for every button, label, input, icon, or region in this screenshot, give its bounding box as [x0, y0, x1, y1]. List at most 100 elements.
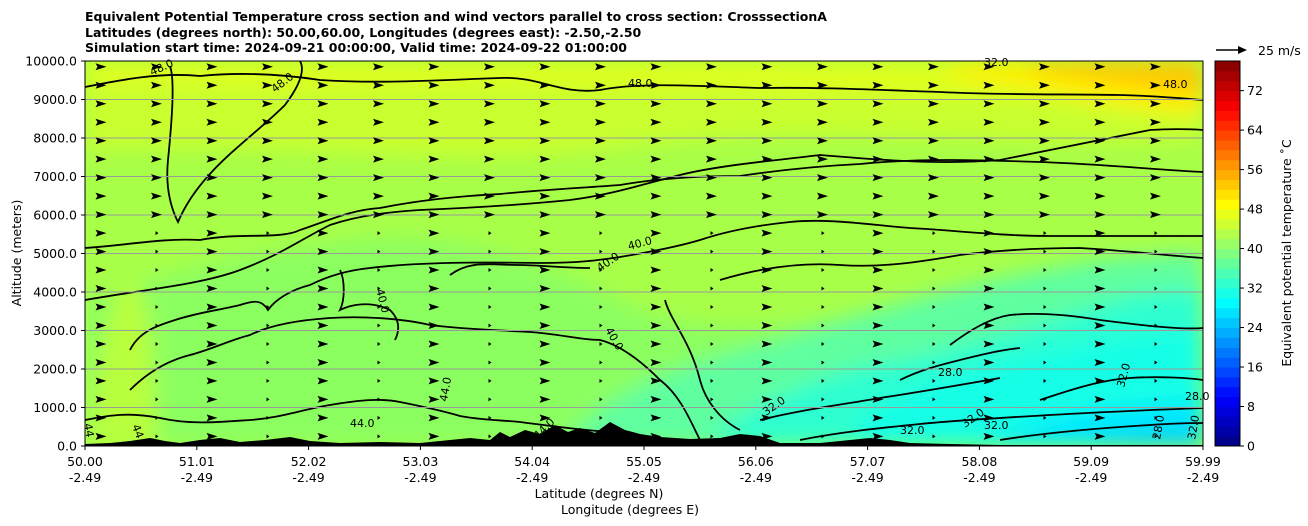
wind-vector	[1154, 249, 1158, 254]
wind-vector	[983, 358, 995, 366]
wind-vector	[262, 100, 273, 108]
wind-vector	[155, 305, 159, 310]
wind-vector	[428, 137, 440, 145]
wind-vector	[761, 211, 773, 219]
y-tick-label: 7000.0	[33, 169, 77, 184]
colorbar-tick-label: 24	[1247, 320, 1263, 335]
wind-vector	[821, 415, 825, 420]
colorbar-tick-label: 16	[1247, 360, 1263, 375]
wind-vector	[761, 229, 773, 237]
wind-vector	[266, 341, 270, 346]
wind-vector	[206, 358, 218, 366]
wind-vector	[206, 395, 218, 403]
wind-vector	[428, 340, 440, 348]
wind-vector	[821, 397, 825, 402]
wind-vector	[761, 137, 773, 145]
wind-vector	[761, 81, 773, 89]
wind-vector	[650, 137, 662, 145]
x-tick-label-longitude: -2.49	[1187, 470, 1219, 485]
wind-vector	[928, 100, 939, 108]
wind-vector	[428, 192, 440, 200]
wind-vector	[761, 340, 773, 348]
wind-vector	[95, 100, 107, 108]
y-axis: 0.0 1000.0 2000.0 3000.0 4000.0 5000.0 6000.0 7…	[25, 54, 85, 454]
wind-vector	[761, 155, 773, 163]
wind-vector	[1039, 211, 1050, 219]
wind-vector	[761, 100, 773, 108]
wind-vector	[95, 174, 107, 182]
y-tick-label: 5000.0	[33, 246, 77, 261]
colorbar-swatch	[1215, 70, 1240, 82]
wind-vector	[377, 249, 381, 254]
colorbar-swatch	[1215, 248, 1240, 259]
wind-vector	[928, 174, 939, 182]
wind-vector	[1154, 360, 1158, 365]
wind-vector	[95, 81, 107, 89]
wind-vector	[377, 268, 381, 273]
wind-vector	[761, 321, 773, 329]
wind-vector	[1043, 249, 1047, 254]
wind-vector	[983, 63, 995, 71]
wind-vector	[317, 395, 329, 403]
wind-vector	[377, 415, 381, 420]
wind-vector	[650, 100, 662, 108]
contour-label: 32.0	[984, 56, 1009, 69]
wind-vector	[761, 377, 773, 385]
wind-vector	[317, 321, 329, 329]
wind-vector	[1039, 174, 1050, 182]
wind-vector	[151, 174, 162, 182]
colorbar-swatch	[1215, 90, 1240, 101]
wind-vector	[95, 211, 107, 219]
wind-vector	[488, 286, 492, 291]
wind-vector	[706, 155, 717, 163]
wind-vector	[428, 248, 440, 256]
wind-vector	[817, 100, 828, 108]
wind-vector	[95, 285, 107, 293]
wind-vector	[262, 211, 273, 219]
colorbar-swatch	[1215, 288, 1240, 299]
contour-label: 40.0	[373, 287, 392, 314]
wind-vector	[377, 286, 381, 291]
x-tick-label-latitude: 53.03	[403, 454, 439, 469]
wind-vector	[1094, 248, 1106, 256]
wind-vector	[599, 231, 603, 236]
wind-vector	[872, 340, 884, 348]
wind-vector	[539, 395, 551, 403]
wind-vector	[1094, 100, 1106, 108]
wind-vector	[599, 286, 603, 291]
contour-label: 44	[129, 423, 146, 441]
wind-vector	[488, 323, 492, 328]
wind-vector	[151, 63, 162, 71]
wind-vector	[817, 155, 828, 163]
wind-vector	[1043, 341, 1047, 346]
wind-vector	[599, 360, 603, 365]
wind-vector	[1043, 397, 1047, 402]
wind-vector	[710, 341, 714, 346]
wind-vector	[821, 434, 825, 439]
contour-label: 28.0	[1185, 390, 1210, 403]
wind-vector	[1154, 268, 1158, 273]
wind-vector	[488, 268, 492, 273]
x-tick-label-latitude: 59.99	[1185, 454, 1221, 469]
colorbar-swatch	[1215, 347, 1240, 358]
wind-vector	[1094, 377, 1106, 385]
wind-vector	[377, 341, 381, 346]
x-tick-label-longitude: -2.49	[1075, 470, 1107, 485]
wind-vector	[95, 137, 107, 145]
wind-vector	[95, 377, 107, 385]
contour-label: 44.0	[437, 376, 454, 402]
wind-vector	[983, 100, 995, 108]
wind-vector	[317, 137, 329, 145]
wind-vector	[706, 192, 717, 200]
colorbar-swatch	[1215, 120, 1240, 131]
wind-vector	[650, 340, 662, 348]
x-tick-label-latitude: 56.06	[738, 454, 774, 469]
wind-vector	[983, 248, 995, 256]
grid-lines	[85, 99, 1203, 408]
wind-vector	[317, 81, 329, 89]
contour-lines	[85, 61, 1203, 441]
wind-vector	[983, 321, 995, 329]
wind-vector	[317, 100, 329, 108]
wind-vector	[595, 155, 606, 163]
wind-vector	[317, 414, 329, 422]
